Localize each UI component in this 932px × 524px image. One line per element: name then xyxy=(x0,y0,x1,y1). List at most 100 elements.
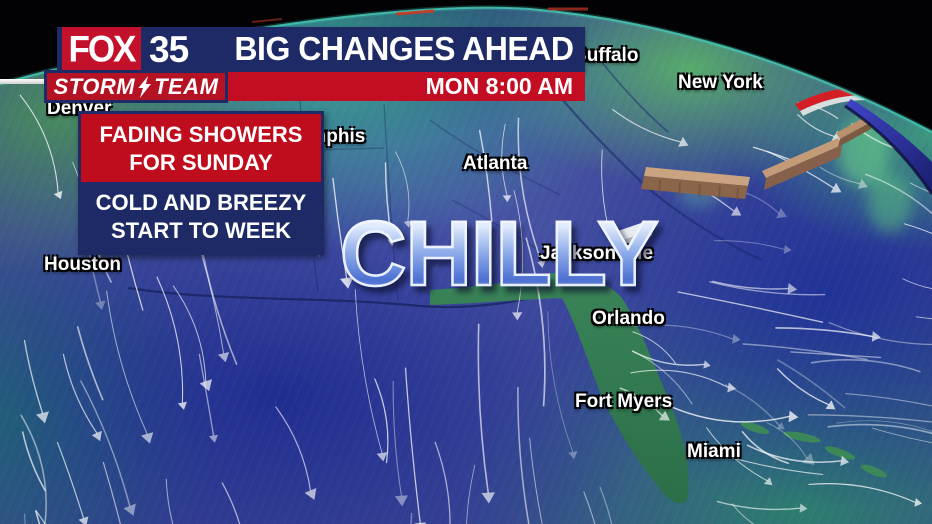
streamline xyxy=(56,441,85,519)
chilly-label: CHILLY xyxy=(339,203,660,305)
streamline xyxy=(706,427,768,482)
streamline-arrowhead xyxy=(678,136,689,147)
streamline xyxy=(790,351,882,359)
streamline xyxy=(742,343,868,361)
streamline xyxy=(601,149,616,253)
streamline xyxy=(776,368,830,406)
streamline xyxy=(106,290,148,435)
streamline xyxy=(35,510,41,524)
streamline xyxy=(677,291,824,323)
streamline-arrowhead xyxy=(537,260,546,268)
streamline-arrowhead xyxy=(732,334,741,344)
streamline-arrowhead xyxy=(53,190,63,200)
streamline-arrowhead xyxy=(403,220,412,228)
bahamas-islands xyxy=(740,422,888,478)
streamline-arrowhead xyxy=(610,251,620,260)
streamline-arrowhead xyxy=(208,434,219,443)
city-label-miami: Miami xyxy=(687,441,741,462)
streamline xyxy=(631,350,693,405)
streamline xyxy=(731,503,755,524)
streamline xyxy=(525,237,546,407)
streamline xyxy=(529,437,543,524)
streamline xyxy=(354,289,383,454)
streamline xyxy=(630,369,729,388)
streamline-arrowhead xyxy=(199,379,212,392)
streamline xyxy=(395,151,410,222)
streamline-arrowhead xyxy=(825,400,836,410)
blue-front-ribbon xyxy=(844,99,932,195)
streamline xyxy=(807,414,932,423)
streamline-arrowhead xyxy=(141,432,154,444)
streamline-arrowhead xyxy=(376,452,388,462)
streamline-arrowhead xyxy=(36,411,49,424)
streamline-arrowhead xyxy=(304,488,317,500)
streamline xyxy=(836,420,932,432)
streamline-arrowhead xyxy=(871,331,881,342)
city-label-jacksonville: Jacksonville xyxy=(540,243,653,265)
streamline xyxy=(583,491,596,524)
streamline-arrowhead xyxy=(177,401,187,410)
forecast-callout: FADING SHOWERS FOR SUNDAY COLD AND BREEZ… xyxy=(78,111,324,255)
streamline-arrowhead xyxy=(658,410,670,421)
streamline xyxy=(62,353,98,434)
streamline xyxy=(221,482,241,524)
streamline xyxy=(777,359,846,409)
streamline xyxy=(810,359,921,373)
weather-fronts xyxy=(618,86,932,247)
forecast-callout-top: FADING SHOWERS FOR SUNDAY xyxy=(81,114,321,182)
streamline xyxy=(374,378,389,464)
streamline xyxy=(864,173,932,215)
streamline xyxy=(392,380,402,497)
streamline-arrowhead xyxy=(394,495,408,507)
streamline xyxy=(808,483,916,503)
callout-bottom-line2: START TO WEEK xyxy=(110,217,292,243)
front-ribbon-b xyxy=(762,138,842,190)
streamline-arrowhead xyxy=(776,207,787,219)
streamline xyxy=(24,513,26,524)
streamline xyxy=(725,384,781,427)
streamline-arrowhead xyxy=(830,182,842,193)
streamline xyxy=(80,380,131,507)
streamline xyxy=(828,322,932,346)
streamline xyxy=(384,162,393,240)
streamline xyxy=(332,177,348,279)
streamline-arrowhead xyxy=(512,312,523,321)
streamline-arrowhead xyxy=(502,195,512,203)
streamline xyxy=(20,414,47,524)
streamline xyxy=(909,182,932,194)
streamline xyxy=(632,324,734,340)
streamline-arrowhead xyxy=(703,360,711,369)
streamline-arrowhead xyxy=(914,498,923,507)
streamline xyxy=(404,367,421,524)
streamline-arrowhead xyxy=(840,455,850,466)
streamline xyxy=(872,427,932,444)
streamline-arrowhead xyxy=(857,178,868,189)
streamline-arrowhead xyxy=(763,477,773,486)
streamline-arrowhead xyxy=(727,382,737,393)
forecast-callout-bottom: COLD AND BREEZY START TO WEEK xyxy=(81,182,321,252)
streamline-arrowhead xyxy=(783,245,792,254)
city-label-new-york: New York xyxy=(678,72,763,93)
streamline xyxy=(612,108,682,143)
streamline xyxy=(766,422,808,459)
callout-bottom-line1: COLD AND BREEZY xyxy=(95,190,307,215)
streamline xyxy=(23,339,44,414)
streamline xyxy=(478,129,493,222)
streamline-arrowhead xyxy=(799,503,808,513)
streamline xyxy=(668,405,790,423)
streamline xyxy=(198,353,215,437)
streamline xyxy=(599,486,613,524)
streamline xyxy=(716,500,801,511)
streamline-arrowhead xyxy=(78,516,89,524)
streamline xyxy=(165,478,174,524)
streamline xyxy=(35,510,46,524)
streamline xyxy=(797,114,835,137)
streamline xyxy=(102,461,121,524)
streamline xyxy=(19,94,59,193)
streamline xyxy=(775,327,874,338)
streamline-arrowhead xyxy=(481,492,495,504)
streamline-arrowhead xyxy=(788,410,799,423)
streamline xyxy=(741,431,790,464)
city-label-atlanta: Atlanta xyxy=(463,153,528,174)
